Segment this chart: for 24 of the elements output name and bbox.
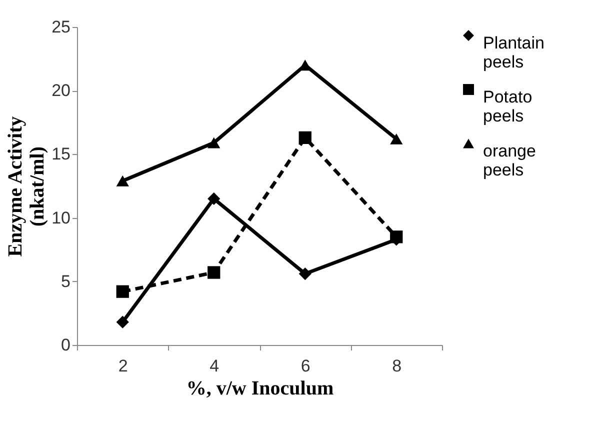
x-tick-label: 6 — [300, 356, 310, 376]
x-axis-title: %, v/w Inoculum — [186, 378, 334, 400]
y-axis-title: Enzyme Activity (nkat/ml) — [4, 116, 49, 257]
point — [208, 137, 220, 148]
point — [298, 131, 312, 144]
y-tick-label: 20 — [52, 81, 70, 100]
legend-label: Plantain peels — [483, 34, 544, 72]
y-tick-label: 25 — [52, 18, 70, 36]
x-tick-label: 8 — [392, 356, 402, 376]
point — [208, 266, 220, 279]
x-tick-label: 2 — [118, 356, 128, 376]
point — [208, 192, 220, 206]
y-tick-label: 0 — [61, 336, 70, 354]
y-tick-label: 5 — [61, 272, 70, 291]
point — [390, 133, 403, 144]
legend-label: orange peels — [483, 142, 536, 180]
point — [298, 267, 312, 280]
point — [116, 316, 129, 328]
y-tick-label: 10 — [52, 208, 70, 228]
point — [116, 175, 129, 186]
y-tick-label: 15 — [52, 144, 70, 164]
legend-label: Potato peels — [483, 88, 532, 126]
x-tick-label: 4 — [210, 356, 220, 376]
point — [116, 285, 129, 298]
